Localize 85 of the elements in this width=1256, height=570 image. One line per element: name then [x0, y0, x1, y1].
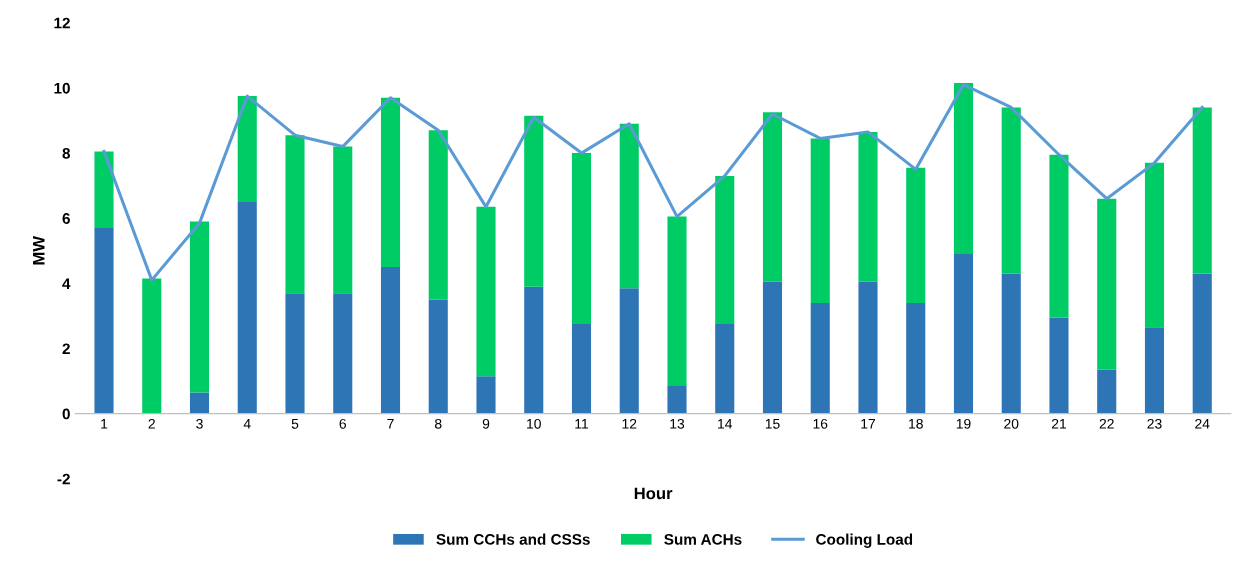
x-tick-label: 22	[1099, 418, 1114, 429]
x-tick-label: 14	[718, 419, 733, 429]
bar	[476, 206, 496, 377]
y-tick-label: 6	[62, 213, 70, 224]
x-tick-label: 6	[339, 418, 347, 429]
y-tick-label: 10	[54, 82, 70, 94]
bar	[333, 293, 353, 414]
bar	[333, 146, 353, 294]
bar	[1049, 317, 1069, 414]
bar	[428, 299, 448, 414]
bar	[906, 167, 926, 303]
bar	[1192, 273, 1212, 414]
bar	[380, 267, 401, 414]
x-tick-label: 5	[291, 419, 299, 429]
bar	[1192, 107, 1212, 274]
bar	[571, 324, 592, 414]
bar	[858, 131, 878, 282]
x-tick-label: 1	[101, 419, 108, 429]
x-tick-label: 2	[148, 418, 155, 429]
x-tick-label: 10	[527, 418, 541, 429]
bar	[285, 293, 305, 414]
bar	[237, 96, 257, 202]
x-tick-label: 7	[387, 419, 394, 429]
x-tick-label: 3	[196, 418, 203, 429]
bar	[94, 151, 114, 228]
bar	[380, 97, 401, 268]
x-tick-label: 17	[861, 419, 876, 429]
y-tick-label: -2	[57, 473, 70, 485]
bar	[953, 254, 974, 414]
y-tick-label: 8	[62, 147, 71, 159]
x-tick-label: 24	[1195, 418, 1210, 429]
bar	[762, 112, 783, 282]
legend-label: Cooling Load	[816, 533, 913, 548]
bar	[524, 115, 544, 287]
bar	[237, 201, 257, 414]
x-tick-label: 20	[1004, 418, 1019, 429]
bar	[667, 385, 687, 414]
bar	[571, 153, 592, 325]
bar	[1097, 369, 1117, 414]
bar	[285, 135, 305, 294]
bar	[1144, 162, 1165, 328]
legend-label: Sum ACHs	[664, 533, 742, 545]
x-tick-label: 8	[434, 418, 442, 429]
y-tick-label: 4	[62, 278, 71, 289]
bar	[1144, 327, 1165, 414]
bar	[524, 286, 544, 414]
x-tick-label: 4	[243, 419, 251, 429]
bar	[476, 376, 496, 414]
legend-label: Sum CCHs and CSSs	[436, 533, 590, 545]
bar	[1049, 154, 1069, 318]
x-tick-label: 21	[1051, 418, 1067, 429]
y-axis-title: MW	[33, 236, 45, 265]
x-tick-label: 16	[813, 418, 828, 429]
bar	[189, 392, 210, 414]
bar	[619, 288, 639, 414]
x-tick-label: 13	[670, 418, 685, 429]
bar	[762, 281, 783, 414]
bar	[142, 278, 162, 414]
bar	[1001, 273, 1021, 414]
x-tick-label: 12	[622, 418, 637, 429]
x-axis-title: Hour	[634, 487, 673, 500]
x-tick-label: 15	[765, 419, 780, 429]
bar	[715, 324, 735, 414]
bar	[667, 216, 687, 386]
y-tick-label: 2	[62, 343, 70, 355]
bar	[906, 302, 926, 414]
x-tick-label: 9	[482, 418, 490, 429]
bar	[715, 175, 735, 325]
x-tick-label: 23	[1147, 418, 1162, 429]
bar	[1001, 107, 1021, 274]
x-tick-label: 18	[909, 418, 923, 429]
y-tick-label: 0	[62, 408, 70, 420]
y-tick-label: 12	[54, 17, 70, 29]
bar	[94, 228, 114, 414]
bar	[619, 123, 639, 289]
bar	[953, 83, 974, 255]
bar	[810, 138, 830, 303]
x-tick-label: 19	[956, 418, 971, 429]
bar	[810, 302, 830, 414]
bar	[1097, 198, 1117, 370]
bar	[189, 221, 210, 393]
x-tick-label: 11	[575, 419, 589, 429]
bar	[858, 281, 878, 414]
line-series	[102, 83, 1204, 282]
bar	[428, 130, 448, 300]
